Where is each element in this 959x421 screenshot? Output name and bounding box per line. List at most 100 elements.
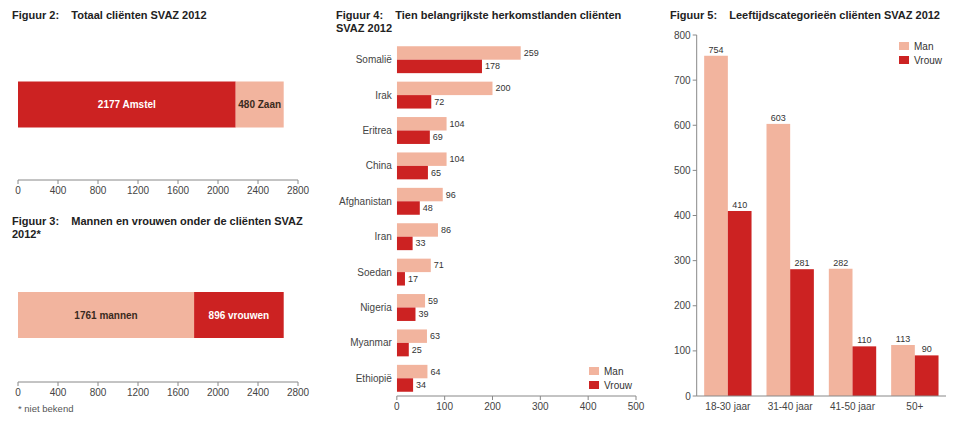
- bar: [397, 329, 427, 342]
- chart: Figuur 4: Tien belangrijkste herkomstlan…: [336, 9, 645, 412]
- bar: [397, 60, 482, 73]
- y-tick-label: 700: [674, 75, 691, 86]
- bar: [891, 345, 915, 396]
- data-label: 178: [485, 61, 500, 71]
- bar: [397, 294, 425, 307]
- data-label: 59: [428, 296, 438, 306]
- x-tick-label: 0: [15, 387, 21, 398]
- legend: ManVrouw: [899, 41, 943, 66]
- x-tick: [58, 180, 59, 184]
- title-line: SVAZ 2012: [336, 22, 392, 34]
- data-label: 110: [857, 335, 871, 345]
- bar: [397, 378, 413, 391]
- data-labels: 1761 mannen896 vrouwen: [74, 310, 269, 321]
- y-tick: [693, 260, 697, 261]
- bar: [790, 269, 814, 396]
- plot-marks: [18, 292, 284, 338]
- chart: Figuur 5: Leeftijdscategorieën cliënten …: [670, 9, 946, 412]
- x-tick-label: 100: [436, 401, 453, 412]
- y-tick-label: 0: [685, 391, 691, 402]
- legend-swatch: [899, 56, 909, 64]
- x-tick-label: 800: [90, 185, 107, 196]
- bar-segment: [18, 82, 236, 128]
- x-axis-line: [397, 396, 636, 397]
- x-tick-label: 1200: [127, 185, 150, 196]
- x-tick: [218, 180, 219, 184]
- data-label: 1761 mannen: [74, 310, 137, 321]
- x-tick: [98, 180, 99, 184]
- x-tick-label: 2000: [207, 185, 230, 196]
- bar: [397, 95, 431, 108]
- figure: Figuur 2: Totaal cliënten SVAZ 2012 2177 …: [0, 0, 959, 421]
- data-label: 96: [446, 190, 456, 200]
- chart-title: Figuur 3: Mannen en vrouwen onder de cli…: [12, 215, 303, 240]
- category-label: Afghanistan: [339, 196, 392, 207]
- x-tick-label: 500: [628, 401, 645, 412]
- title-line: Figuur 2: Totaal cliënten SVAZ 2012: [12, 9, 207, 21]
- legend-label: Vrouw: [604, 380, 633, 391]
- chart-title: Figuur 4: Tien belangrijkste herkomstlan…: [336, 9, 622, 34]
- bar: [397, 308, 416, 321]
- bar: [704, 56, 728, 396]
- y-tick: [693, 80, 697, 81]
- title-line: Figuur 5: Leeftijdscategorieën cliënten …: [670, 9, 940, 21]
- data-labels: 2591782007210469104659648863371175939632…: [408, 48, 539, 390]
- title-line: 2012*: [12, 228, 41, 240]
- data-label: 90: [922, 344, 932, 354]
- x-tick-label: 2400: [247, 185, 270, 196]
- legend-label: Man: [604, 366, 623, 377]
- data-label: 86: [441, 225, 451, 235]
- y-tick-label: 100: [674, 345, 691, 356]
- x-tick-label: 2800: [287, 185, 310, 196]
- x-tick: [298, 382, 299, 386]
- data-label: 48: [423, 203, 433, 213]
- category-label: 50+: [906, 401, 923, 412]
- legend: Man Vrouw: [589, 366, 633, 391]
- data-label: 113: [896, 334, 910, 344]
- bar: [397, 365, 428, 378]
- x-tick-label: 400: [50, 387, 67, 398]
- data-label: 754: [708, 45, 723, 55]
- bar: [397, 188, 443, 201]
- data-label: 69: [433, 132, 443, 142]
- x-tick: [58, 382, 59, 386]
- category-label: Ethiopië: [356, 373, 393, 384]
- x-tick: [138, 382, 139, 386]
- category-label: 18-30 jaar: [705, 401, 751, 412]
- x-tick-label: 200: [484, 401, 501, 412]
- y-tick: [693, 170, 697, 171]
- bar: [397, 201, 420, 214]
- bar: [397, 152, 447, 165]
- x-tick-label: 1200: [127, 387, 150, 398]
- bar: [397, 166, 428, 179]
- y-tick-label: 300: [674, 255, 691, 266]
- data-label: 2177 Amstel: [98, 99, 156, 110]
- x-tick: [18, 382, 19, 386]
- x-tick: [178, 382, 179, 386]
- x-axis-line: [18, 180, 298, 181]
- data-label: 71: [434, 260, 444, 270]
- x-tick: [636, 396, 637, 400]
- category-label: Iran: [375, 231, 392, 242]
- plot-marks: [397, 46, 521, 392]
- plot-marks: [704, 56, 938, 396]
- x-tick-label: 2000: [207, 387, 230, 398]
- bar: [397, 272, 405, 285]
- bar: [915, 355, 939, 396]
- chart-title: Figuur 5: Leeftijdscategorieën cliënten …: [670, 9, 940, 21]
- bar-segment: [18, 292, 194, 338]
- category-label: Somalië: [356, 54, 393, 65]
- x-tick-label: 800: [90, 387, 107, 398]
- legend-swatch: [899, 42, 909, 50]
- y-tick: [693, 35, 697, 36]
- data-label: 63: [430, 331, 440, 341]
- x-tick: [138, 180, 139, 184]
- data-label: 39: [418, 309, 428, 319]
- x-tick: [444, 396, 445, 400]
- category-label: Eritrea: [362, 125, 392, 136]
- chart: Figuur 3: Mannen en vrouwen onder de cli…: [12, 215, 310, 414]
- bar-segment: [194, 292, 284, 338]
- data-label: 281: [795, 258, 810, 268]
- category-label: 41-50 jaar: [830, 401, 876, 412]
- data-label: 25: [412, 345, 422, 355]
